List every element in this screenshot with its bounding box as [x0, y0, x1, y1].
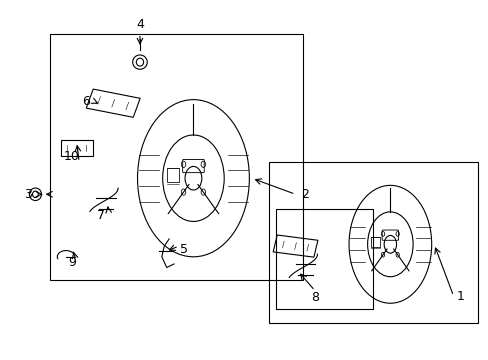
Text: 8: 8: [310, 291, 318, 305]
Text: 4: 4: [136, 18, 143, 31]
Bar: [268, 162, 477, 323]
Text: 3: 3: [24, 188, 32, 201]
Bar: [166, 168, 179, 182]
Text: 2: 2: [301, 188, 308, 201]
Bar: [276, 208, 372, 309]
Bar: [370, 237, 379, 247]
Bar: [50, 33, 302, 280]
Text: 6: 6: [82, 95, 90, 108]
Text: 7: 7: [97, 209, 105, 222]
Text: 10: 10: [64, 150, 80, 163]
Text: 9: 9: [68, 256, 76, 269]
Text: 5: 5: [180, 243, 187, 256]
Text: 1: 1: [456, 289, 464, 303]
